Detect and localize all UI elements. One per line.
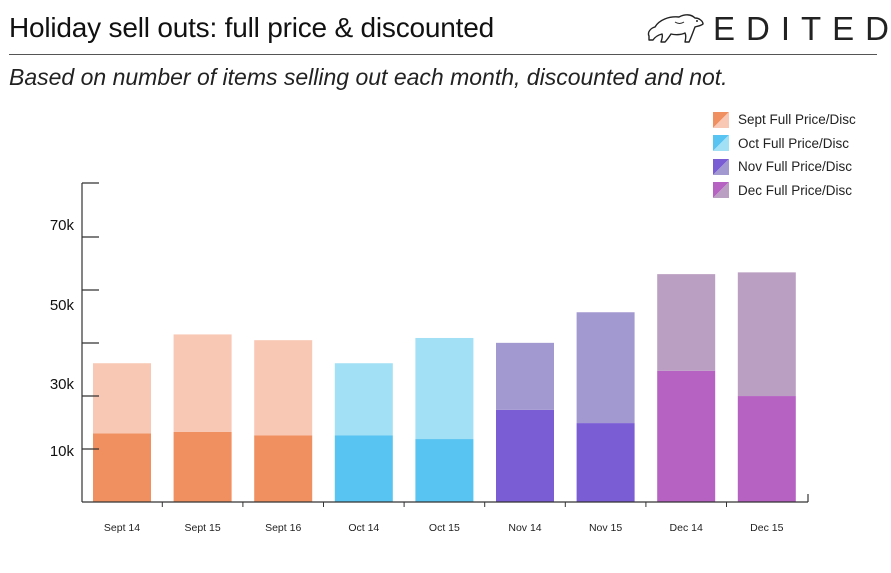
bar-full-price bbox=[415, 439, 474, 502]
bar-full-price bbox=[657, 370, 716, 502]
bar-discounted bbox=[173, 334, 232, 432]
x-tick-label: Nov 15 bbox=[589, 522, 622, 534]
legend-item-dec: Dec Full Price/Disc bbox=[713, 179, 883, 203]
swatch-disc bbox=[713, 182, 729, 199]
swatch-disc bbox=[713, 158, 729, 175]
legend-item-sept: Sept Full Price/Disc bbox=[713, 108, 883, 132]
x-tick-label: Oct 14 bbox=[348, 522, 379, 534]
swatch-disc bbox=[713, 135, 729, 152]
bar-discounted bbox=[334, 363, 393, 436]
x-tick-label: Oct 15 bbox=[429, 522, 460, 534]
legend-swatch-dec bbox=[713, 182, 729, 199]
x-tick-label: Dec 14 bbox=[670, 522, 703, 534]
axes-layer bbox=[81, 182, 809, 507]
labels-layer: Sept 14 Sept 15 Sept 16 Oct 14 Oct 15 Nov 14 N… bbox=[50, 217, 784, 534]
bar-full-price bbox=[737, 396, 796, 502]
legend-item-oct: Oct Full Price/Disc bbox=[713, 132, 883, 156]
bar-full-price bbox=[496, 409, 554, 502]
header-divider bbox=[9, 54, 877, 55]
bar-full-price bbox=[576, 423, 635, 502]
legend-label: Dec Full Price/Disc bbox=[738, 182, 853, 198]
x-tick-label: Dec 15 bbox=[750, 522, 783, 534]
chart-title: Holiday sell outs: full price & discount… bbox=[9, 12, 494, 43]
legend-swatch-oct bbox=[713, 135, 729, 152]
logo-wordmark: EDITED bbox=[713, 10, 891, 47]
x-tick-label: Sept 15 bbox=[184, 522, 220, 534]
y-tick-label: 70k bbox=[50, 217, 75, 234]
chart-legend: Sept Full Price/Disc Oct Full Price/Disc… bbox=[713, 108, 883, 202]
bar-discounted bbox=[415, 337, 474, 440]
bar-discounted bbox=[254, 340, 313, 436]
bar-discounted bbox=[657, 274, 716, 371]
chart-subtitle: Based on number of items selling out eac… bbox=[9, 64, 728, 90]
x-tick-label: Sept 14 bbox=[104, 522, 140, 534]
legend-item-nov: Nov Full Price/Disc bbox=[713, 155, 883, 179]
brand-logo: EDITED bbox=[645, 8, 889, 48]
y-tick-label: 30k bbox=[50, 376, 75, 393]
y-tick-label: 50k bbox=[50, 297, 75, 314]
y-tick-label: 10k bbox=[50, 443, 75, 460]
bars-layer bbox=[93, 272, 796, 502]
bar-discounted bbox=[737, 272, 796, 397]
legend-swatch-nov bbox=[713, 158, 729, 175]
polar-bear-icon bbox=[647, 14, 704, 43]
x-tick-label: Sept 16 bbox=[265, 522, 301, 534]
bar-full-price bbox=[93, 433, 151, 502]
bar-discounted bbox=[576, 312, 635, 424]
bar-discounted bbox=[93, 363, 151, 434]
legend-label: Oct Full Price/Disc bbox=[738, 135, 850, 151]
bar-full-price bbox=[173, 431, 232, 502]
bar-full-price bbox=[254, 435, 313, 502]
swatch-disc bbox=[713, 111, 729, 128]
bar-full-price bbox=[334, 435, 393, 502]
legend-swatch-sept bbox=[713, 111, 729, 128]
legend-label: Sept Full Price/Disc bbox=[738, 112, 856, 128]
bar-discounted bbox=[496, 342, 554, 410]
legend-label: Nov Full Price/Disc bbox=[738, 159, 853, 175]
x-tick-label: Nov 14 bbox=[508, 522, 541, 534]
